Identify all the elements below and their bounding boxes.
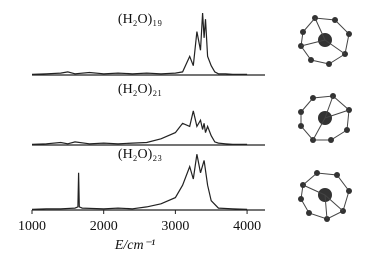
spectrum bbox=[32, 154, 247, 209]
series-label: (H₂O)₂₁ bbox=[118, 82, 162, 97]
spectrum bbox=[32, 111, 247, 144]
series-label: (H₂O)₁₉ bbox=[118, 12, 162, 27]
x-tick-label: 4000 bbox=[233, 219, 261, 234]
figure: E/cm⁻¹ (H₂O)₁₉ (H₂O)₂₁ (H₂O)₂₃ 1000 2000 3000… bbox=[0, 0, 365, 255]
x-tick-label: 2000 bbox=[90, 219, 118, 234]
x-tick-label: 1000 bbox=[18, 219, 46, 234]
x-tick-label: 3000 bbox=[161, 219, 189, 234]
series-label: (H₂O)₂₃ bbox=[118, 147, 162, 162]
cluster-images bbox=[298, 15, 352, 222]
x-axis-title: E/cm⁻¹ bbox=[114, 238, 155, 253]
